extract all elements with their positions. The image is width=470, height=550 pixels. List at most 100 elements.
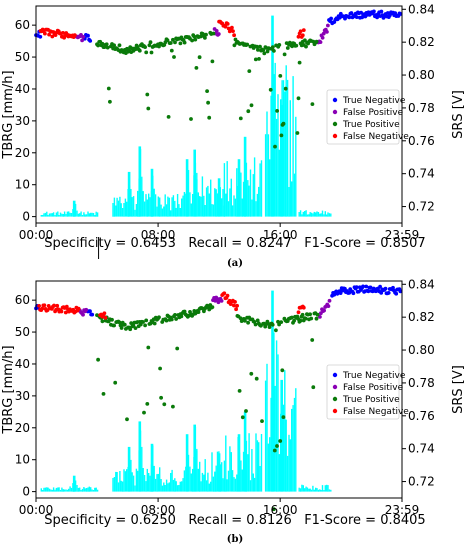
- rain-bar: [187, 454, 190, 492]
- srs-point: [38, 34, 43, 39]
- rain-bar: [236, 474, 238, 492]
- srs-point: [296, 34, 301, 39]
- rain-bar: [253, 157, 256, 217]
- rain-bar: [178, 485, 180, 492]
- rain-bar: [291, 181, 293, 217]
- rain-bar: [174, 200, 176, 217]
- rain-bar: [176, 485, 179, 492]
- rain-bar: [298, 487, 300, 492]
- rain-bar: [214, 471, 216, 492]
- rain-bar: [248, 185, 250, 217]
- srs-point: [282, 52, 287, 57]
- srs-point: [164, 318, 169, 323]
- rain-bar: [312, 213, 314, 217]
- rain-bar: [260, 160, 263, 217]
- rain-bar: [189, 192, 191, 217]
- rain-bar: [66, 211, 69, 217]
- srs-point: [262, 51, 267, 56]
- srs-point: [205, 89, 210, 93]
- rain-bar: [227, 201, 230, 217]
- srs-point: [303, 316, 308, 321]
- rain-bar: [203, 474, 205, 492]
- rain-bar: [253, 477, 256, 492]
- rain-bar: [324, 211, 326, 217]
- rain-bar: [225, 435, 227, 492]
- rain-bar: [90, 212, 92, 217]
- y-right-tick-label: 0.78: [408, 101, 435, 115]
- srs-point: [189, 117, 193, 121]
- rain-bar: [309, 488, 311, 492]
- srs-point: [166, 115, 171, 119]
- chart-b-svg: 00:00 08:00 16:00 23:59 0 10 20 30 40 50 60 0.72 0.7…: [1, 277, 466, 517]
- srs-point: [211, 31, 216, 36]
- srs-point: [255, 318, 260, 323]
- srs-point: [314, 316, 319, 321]
- rain-bar: [161, 208, 164, 217]
- srs-point: [159, 395, 164, 400]
- rain-bar: [241, 469, 243, 492]
- rain-bar: [289, 439, 291, 492]
- rain-bar: [132, 475, 135, 492]
- rain-bar: [233, 195, 235, 217]
- rain-bar: [52, 487, 55, 492]
- rain-bar: [92, 490, 95, 492]
- rain-bar: [181, 481, 183, 492]
- srs-point: [143, 45, 148, 49]
- rain-bar: [131, 472, 133, 492]
- rain-bar: [293, 173, 296, 217]
- rain-bar: [96, 212, 99, 217]
- srs-point: [112, 323, 116, 328]
- srs-point: [133, 326, 138, 330]
- x-tick-label: 08:00: [141, 503, 176, 517]
- rain-bar: [320, 490, 322, 492]
- rain-bar: [141, 446, 143, 492]
- srs-point: [274, 328, 278, 333]
- rain-bar: [291, 408, 293, 492]
- srs-point: [96, 357, 100, 362]
- srs-point: [278, 74, 283, 78]
- rain-bar: [175, 207, 177, 217]
- srs-point: [110, 317, 114, 322]
- srs-point: [260, 419, 264, 423]
- rain-bar: [221, 198, 223, 217]
- srs-point: [300, 33, 305, 38]
- rain-bar: [317, 489, 320, 492]
- rain-bar: [167, 483, 169, 492]
- rain-bar: [88, 213, 90, 217]
- rain-bar: [330, 489, 332, 492]
- srs-point: [88, 39, 93, 43]
- srs-point: [103, 315, 108, 320]
- rain-bar: [223, 479, 226, 492]
- srs-point: [197, 55, 202, 60]
- srs-point: [294, 43, 299, 48]
- rain-bar: [47, 487, 49, 492]
- rain-bar: [319, 489, 321, 492]
- caption-a: (a): [227, 258, 243, 269]
- srs-point: [292, 318, 296, 323]
- rain-bar: [199, 461, 201, 492]
- srs-point: [254, 44, 259, 49]
- rain-bar: [255, 201, 257, 217]
- rain-bar: [236, 168, 238, 217]
- rain-bar: [215, 465, 217, 492]
- srs-point: [143, 323, 148, 328]
- y-right-tick-label: 0.82: [408, 310, 435, 324]
- srs-point: [169, 317, 174, 322]
- srs-points-a: [34, 9, 403, 149]
- rain-bar: [292, 76, 294, 217]
- rain-bar: [320, 213, 322, 217]
- srs-point: [290, 315, 294, 320]
- rain-bar: [116, 472, 118, 492]
- x-tick-label: 00:00: [19, 228, 54, 242]
- rain-bar: [91, 212, 93, 217]
- rain-bar: [200, 481, 202, 492]
- rain-bar: [131, 197, 133, 217]
- rain-bar: [120, 203, 122, 217]
- rain-bar: [207, 472, 209, 492]
- srs-point: [214, 29, 219, 33]
- srs-point: [372, 9, 376, 14]
- rain-bar: [91, 489, 93, 492]
- srs-points-b: [34, 284, 403, 512]
- rain-bar: [79, 213, 81, 217]
- rain-bar: [142, 191, 144, 217]
